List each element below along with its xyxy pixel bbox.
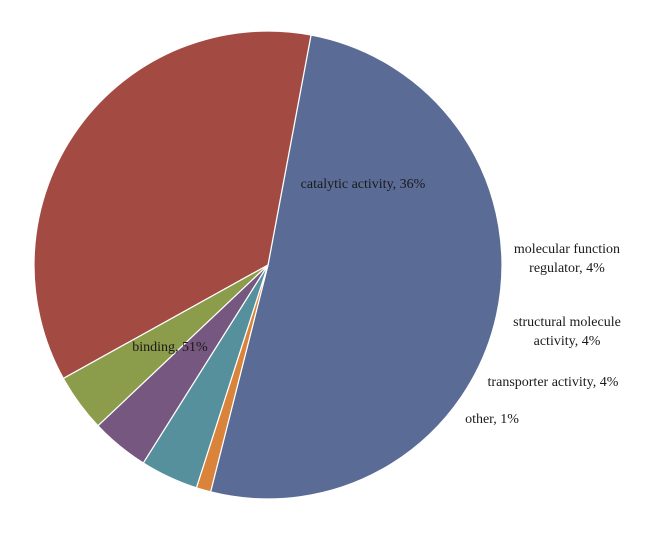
pie-slice-1 — [33, 30, 312, 380]
slice-label-line: binding, 51% — [132, 340, 208, 355]
slice-label-3: structural molecule activity, 4% — [513, 315, 621, 349]
pie-slice-0 — [209, 34, 503, 500]
slice-label-5: other, 1% — [465, 412, 519, 427]
slice-label-4: transporter activity, 4% — [488, 375, 619, 390]
slice-label-line: catalytic activity, 36% — [301, 177, 426, 192]
slice-label-line: transporter activity, 4% — [488, 375, 619, 390]
slice-label-line: molecular function — [514, 242, 620, 257]
slice-label-line: structural molecule — [513, 315, 621, 330]
pie-slice-5 — [195, 264, 269, 493]
pie-labels: binding, 51% catalytic activity, 36% molec… — [132, 177, 621, 427]
slice-label-line: regulator, 4% — [529, 261, 605, 276]
pie-slices — [33, 30, 503, 500]
slice-label-0: binding, 51% — [132, 340, 208, 355]
slice-label-line: activity, 4% — [534, 334, 601, 349]
slice-label-1: catalytic activity, 36% — [301, 177, 426, 192]
slice-label-2: molecular function regulator, 4% — [514, 242, 620, 276]
slice-label-line: other, 1% — [465, 412, 519, 427]
